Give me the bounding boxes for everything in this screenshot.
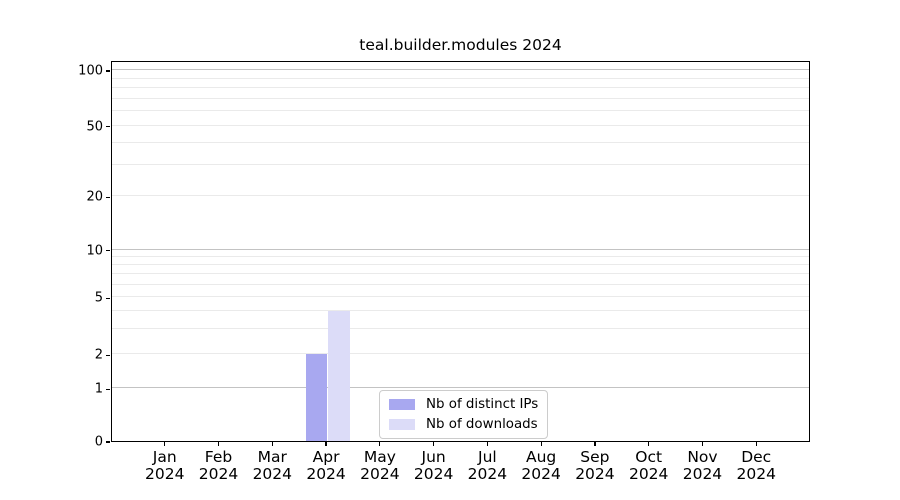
x-tick-mark-jun [433,442,435,446]
gridline-y-2 [112,353,809,355]
bar-downloads-apr [328,311,350,441]
x-tick-label-apr: Apr 2024 [306,448,346,483]
x-tick-mark-sep [594,442,596,446]
x-tick-mark-feb [217,442,220,446]
legend: Nb of distinct IPs Nb of downloads [379,390,549,439]
x-tick-label-dec: Dec 2024 [736,448,776,483]
x-tick-mark-mar [271,442,273,446]
x-tick-mark-jan [164,442,166,446]
chart-title: teal.builder.modules 2024 [359,36,562,54]
y-tick-label-100: 100 [78,63,103,79]
x-tick-label-jun: Jun 2024 [413,448,454,483]
x-tick-mark-may [379,442,381,446]
y-tick-mark-5 [106,297,110,299]
x-tick-label-feb: Feb 2024 [198,448,239,483]
y-tick-mark-10 [106,250,110,252]
gridline-y-5 [112,296,809,298]
gridline-y-30 [112,164,809,166]
x-tick-mark-dec [755,442,757,446]
x-tick-mark-nov [701,442,704,446]
legend-label-distinct-ips: Nb of distinct IPs [426,397,539,412]
x-tick-mark-oct [648,442,650,446]
x-tick-mark-apr [325,442,327,446]
x-tick-label-jul: Jul 2024 [467,448,508,483]
gridline-y-60 [112,110,809,112]
gridline-y-90 [112,77,809,79]
bar-distinct-ips-apr [305,354,328,441]
gridline-y-70 [112,97,809,99]
y-tick-label-0: 0 [94,434,103,450]
y-tick-mark-2 [106,354,110,356]
gridline-y-100 [112,68,809,70]
gridline-y-80 [112,86,809,88]
y-tick-mark-20 [106,196,110,198]
gridline-y-1 [112,387,809,389]
y-tick-label-2: 2 [94,347,103,363]
x-tick-label-jan: Jan 2024 [145,448,185,483]
gridline-y-6 [112,283,809,285]
x-tick-mark-aug [540,442,542,446]
x-tick-label-may: May 2024 [360,448,400,483]
x-tick-label-sep: Sep 2024 [575,448,615,483]
legend-item-downloads: Nb of downloads [389,416,538,433]
y-tick-mark-1 [106,388,110,390]
gridline-y-50 [112,124,809,126]
x-tick-label-nov: Nov 2024 [682,448,723,483]
gridline-y-4 [112,310,809,312]
plot-area: Nb of distinct IPs Nb of downloads [111,61,810,442]
y-tick-mark-50 [106,126,110,128]
gridline-y-9 [112,256,809,258]
y-tick-label-20: 20 [86,189,103,205]
gridline-y-20 [112,195,809,197]
gridline-y-8 [112,264,809,266]
x-tick-label-oct: Oct 2024 [628,448,669,483]
x-tick-label-mar: Mar 2024 [252,448,293,483]
x-tick-label-aug: Aug 2024 [521,448,561,483]
y-tick-mark-100 [106,70,110,72]
y-tick-mark-0 [106,441,110,443]
legend-item-distinct-ips: Nb of distinct IPs [389,396,538,413]
y-tick-label-1: 1 [94,381,103,397]
gridline-y-3 [112,327,809,329]
legend-swatch-downloads-icon [389,419,415,430]
x-tick-mark-jul [486,442,488,446]
legend-swatch-distinct-ips-icon [389,399,415,410]
gridline-y-10 [112,248,809,250]
gridline-y-7 [112,273,809,275]
y-tick-label-50: 50 [86,119,103,135]
legend-label-downloads: Nb of downloads [426,417,538,432]
gridline-y-40 [112,141,809,143]
y-tick-label-10: 10 [86,243,103,259]
y-tick-label-5: 5 [94,290,103,306]
